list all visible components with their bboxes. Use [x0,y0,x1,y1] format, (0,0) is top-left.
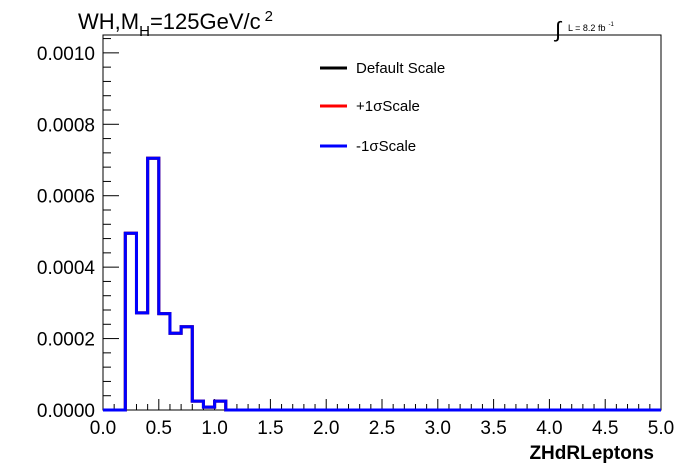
series-line-1 [103,156,661,412]
x-tick-label: 5.0 [648,418,674,439]
x-tick-label: 2.0 [313,418,339,439]
x-axis-label: ZHdRLeptons [529,443,654,464]
y-tick-label: 0.0010 [37,44,95,65]
x-tick-label: 0.0 [90,418,116,439]
legend-label: +1σScale [356,98,420,115]
plot-frame [102,34,662,411]
x-tick-label: 2.5 [369,418,395,439]
title-subscript: H [139,23,150,40]
y-tick-label: 0.0006 [37,187,95,208]
x-axis: 0.0 0.5 1.0 1.5 2.0 2.5 3.0 3.5 4.0 4.5 5.0 [90,399,674,439]
y-axis: 0.0000 0.0002 0.0004 0.0006 0.0008 0.0010 [37,38,119,422]
chart-title: WH,MH=125GeV/c 2 [78,8,273,40]
legend-label: Default Scale [356,60,445,77]
x-tick-label: 3.0 [425,418,451,439]
x-tick-label: 3.5 [480,418,506,439]
title-superscript: 2 [265,8,273,25]
series-line-2 [103,156,661,412]
title-rest: =125GeV/c [150,9,261,34]
legend-label: -1σScale [356,138,416,155]
y-tick-label: 0.0002 [37,330,95,351]
x-tick-label: 4.5 [592,418,618,439]
x-tick-label: 1.0 [201,418,227,439]
luminosity-label: L = 8.2 fb -1 [568,22,614,33]
y-tick-label: 0.0008 [37,115,95,136]
title-main: WH,M [78,9,139,34]
integral-sign: ∫ [553,17,563,42]
y-tick-label: 0.0000 [37,401,95,422]
series-line-0 [103,156,661,412]
x-tick-label: 1.5 [257,418,283,439]
x-tick-label: 4.0 [536,418,562,439]
x-tick-label: 0.5 [146,418,172,439]
legend: Default Scale +1σScale -1σScale [320,60,445,155]
luminosity-text: L = 8.2 fb [568,23,605,33]
luminosity-superscript: -1 [608,22,614,28]
series-group [103,156,661,412]
y-tick-label: 0.0004 [37,258,96,279]
